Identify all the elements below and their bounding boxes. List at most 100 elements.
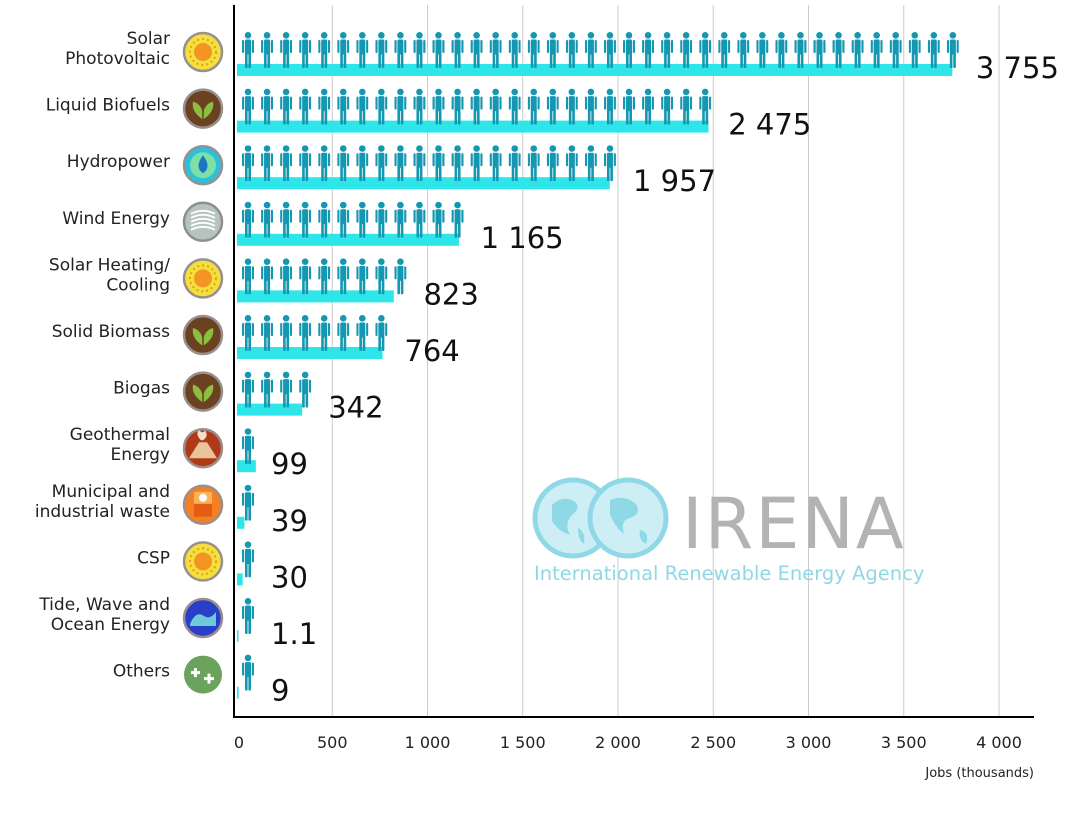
person-icon — [299, 32, 312, 68]
person-icon — [375, 88, 388, 125]
person-icon — [242, 201, 254, 238]
person-icon — [356, 88, 369, 125]
person-icon — [623, 88, 635, 125]
person-icon — [565, 32, 578, 68]
value-label: 99 — [271, 447, 308, 481]
person-icon — [546, 145, 559, 182]
person-icon — [432, 145, 445, 182]
person-icon — [851, 32, 864, 68]
person-icon — [699, 88, 712, 125]
leaf-icon — [182, 88, 224, 129]
person-icon — [318, 145, 331, 182]
person-icon — [261, 145, 274, 182]
person-icon — [470, 88, 483, 125]
value-label: 1 957 — [633, 164, 716, 198]
person-icon — [242, 371, 254, 408]
person-icon — [451, 201, 464, 238]
person-icon — [794, 32, 807, 68]
person-icon — [337, 32, 350, 68]
water-drop-icon — [182, 144, 224, 186]
person-icon — [299, 258, 312, 295]
person-icon — [680, 88, 693, 125]
sun-icon — [182, 258, 224, 299]
category-labels: Solar Photovoltaic Liquid Biofuels Hydropow… — [35, 29, 170, 682]
person-icon — [280, 258, 293, 295]
category-label: Liquid Biofuels — [46, 96, 170, 116]
person-icon — [832, 32, 845, 68]
person-icon — [451, 145, 464, 182]
person-icon — [661, 88, 674, 125]
person-icon — [375, 258, 388, 295]
person-icon — [565, 145, 578, 182]
person-icon — [775, 32, 788, 68]
person-icon — [546, 32, 559, 68]
person-icon — [318, 315, 331, 351]
person-icon — [280, 145, 293, 182]
value-label: 342 — [328, 391, 383, 425]
person-icon — [299, 371, 312, 408]
category-label: Tide, Wave and Ocean Energy — [38, 595, 170, 635]
person-icon — [318, 201, 331, 238]
volcano-icon — [182, 427, 224, 469]
person-icon — [261, 258, 274, 295]
person-icon — [603, 88, 616, 125]
person-icon — [432, 201, 445, 238]
person-icon — [699, 32, 712, 68]
person-icon — [603, 145, 616, 182]
person-icon — [280, 315, 293, 351]
axes — [233, 5, 1034, 718]
person-icon — [299, 201, 312, 238]
person-icon — [242, 315, 254, 351]
person-icon — [946, 32, 959, 68]
category-label: CSP — [137, 548, 170, 568]
person-icon — [489, 32, 502, 68]
person-icon — [356, 258, 369, 295]
person-icon — [261, 315, 274, 351]
person-icon — [356, 145, 369, 182]
person-icon — [870, 32, 883, 68]
person-icon — [413, 145, 426, 182]
person-icon — [584, 88, 597, 125]
person-icon — [261, 371, 274, 408]
person-icon — [375, 32, 388, 68]
value-label: 9 — [271, 674, 289, 708]
person-icon — [242, 88, 254, 125]
person-icon — [242, 428, 254, 465]
value-label: 39 — [271, 504, 308, 538]
x-tick-label: 3 500 — [881, 733, 927, 752]
person-icon — [489, 88, 502, 125]
watermark-subtitle: International Renewable Energy Agency — [534, 562, 924, 585]
person-icon — [318, 32, 331, 68]
person-icon — [242, 258, 254, 295]
bar — [237, 630, 239, 642]
person-icon — [737, 32, 750, 68]
waste-bin-icon — [182, 484, 224, 526]
person-icon — [565, 88, 578, 125]
category-label: Biogas — [113, 379, 170, 399]
category-label: Wind Energy — [62, 209, 170, 229]
category-label: Solid Biomass — [52, 322, 170, 342]
person-icon — [813, 32, 826, 68]
person-icon — [756, 32, 769, 68]
bar — [237, 290, 394, 303]
person-icon — [280, 201, 293, 238]
person-icon — [375, 201, 388, 238]
person-icon — [280, 32, 293, 68]
person-icon — [642, 88, 655, 125]
person-icon — [623, 32, 635, 68]
person-icon — [356, 32, 369, 68]
person-icon — [889, 32, 902, 68]
person-icon — [299, 315, 312, 351]
person-icon — [337, 258, 350, 295]
person-icon — [470, 32, 483, 68]
sun-icon — [182, 31, 224, 73]
x-tick-labels: 0 500 1 000 1 500 2 000 2 500 3 000 3 500 4 000 — [234, 733, 1022, 752]
x-tick-label: 1 500 — [500, 733, 546, 752]
person-icon — [584, 145, 597, 182]
person-icon — [299, 88, 312, 125]
bar — [237, 64, 953, 76]
bar — [237, 233, 459, 246]
person-icon — [489, 145, 502, 182]
